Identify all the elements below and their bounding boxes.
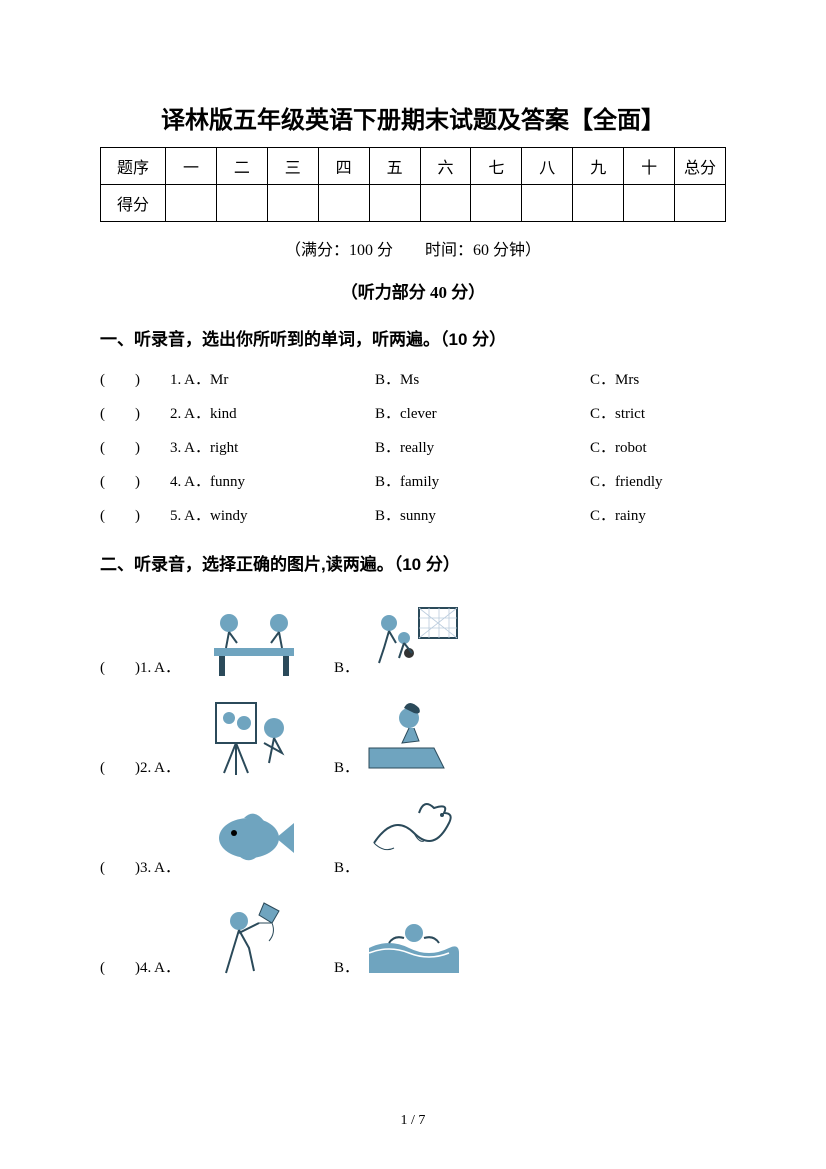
score-table-header-row: 题序 一 二 三 四 五 六 七 八 九 十 总分 [101,148,726,185]
option-a-image [204,893,304,983]
question-2-row: ( ) 1. A． B． [100,593,726,683]
answer-blank[interactable]: ( ) [100,656,140,677]
score-cell-empty [471,185,522,222]
option-b-label: B． [334,956,364,983]
score-table: 题序 一 二 三 四 五 六 七 八 九 十 总分 得分 [100,147,726,222]
option-b-label: B． [334,856,364,883]
score-cell: 四 [318,148,369,185]
option-b-image [364,793,464,883]
option-c: C．friendly [590,470,726,494]
score-cell-empty [216,185,267,222]
question-2-heading: 二、听录音，选择正确的图片,读两遍。（10 分） [100,550,726,575]
score-cell-empty [318,185,369,222]
document-title: 译林版五年级英语下册期末试题及答案【全面】 [100,100,726,135]
option-a-label: ( ) 3. A． [100,856,204,883]
option-a: 4. A．funny [170,470,375,494]
answer-blank[interactable]: ( ) [100,504,170,528]
option-b: B．clever [375,402,590,426]
option-b: B．Ms [375,368,590,392]
option-a-label: ( ) 2. A． [100,756,204,783]
question-2-list: ( ) 1. A．B．( ) 2. A．B．( ) 3. A．B．( ) 4. … [100,593,726,983]
answer-blank[interactable]: ( ) [100,756,140,777]
option-a: 3. A．right [170,436,375,460]
score-cell-empty [675,185,726,222]
score-cell-empty [573,185,624,222]
option-a: 1. A．Mr [170,368,375,392]
score-cell: 十 [624,148,675,185]
option-b-image [364,693,464,783]
answer-blank[interactable]: ( ) [100,436,170,460]
question-2-row: ( ) 3. A． B． [100,793,726,883]
exam-info: （满分：100 分 时间：60 分钟） [100,236,726,260]
score-cell-empty [420,185,471,222]
option-a: 2. A．kind [170,402,375,426]
score-cell-empty [522,185,573,222]
question-1-row: ( ) 5. A．windyB．sunnyC．rainy [100,504,726,528]
score-cell: 一 [166,148,217,185]
answer-blank[interactable]: ( ) [100,956,140,977]
question-2-row: ( ) 4. A． B． [100,893,726,983]
option-b-image [364,593,464,683]
question-2-row: ( ) 2. A． B． [100,693,726,783]
option-c: C．strict [590,402,726,426]
option-c: C．Mrs [590,368,726,392]
option-b: B．really [375,436,590,460]
option-b-label: B． [334,756,364,783]
option-c: C．robot [590,436,726,460]
answer-blank[interactable]: ( ) [100,368,170,392]
option-a-image [204,693,304,783]
option-a-image [204,593,304,683]
answer-blank[interactable]: ( ) [100,402,170,426]
option-a: 5. A．windy [170,504,375,528]
score-cell-empty [624,185,675,222]
answer-blank[interactable]: ( ) [100,470,170,494]
question-1-row: ( ) 3. A．rightB．reallyC．robot [100,436,726,460]
option-b: B．family [375,470,590,494]
score-cell: 题序 [101,148,166,185]
option-c: C．rainy [590,504,726,528]
score-cell-empty [369,185,420,222]
option-b-label: B． [334,656,364,683]
score-cell: 总分 [675,148,726,185]
question-1-row: ( ) 2. A．kindB．cleverC．strict [100,402,726,426]
score-cell: 六 [420,148,471,185]
score-cell: 九 [573,148,624,185]
question-1-heading: 一、听录音，选出你所听到的单词，听两遍。（10 分） [100,325,726,350]
option-b: B．sunny [375,504,590,528]
question-1-row: ( ) 4. A．funnyB．familyC．friendly [100,470,726,494]
listening-section-header: （听力部分 40 分） [100,278,726,303]
score-cell: 得分 [101,185,166,222]
option-b-image [364,893,464,983]
option-a-image [204,793,304,883]
option-a-label: ( ) 1. A． [100,656,204,683]
score-cell: 七 [471,148,522,185]
option-a-label: ( ) 4. A． [100,956,204,983]
score-cell-empty [267,185,318,222]
question-1-list: ( ) 1. A．MrB．MsC．Mrs( ) 2. A．kindB．cleve… [100,368,726,528]
answer-blank[interactable]: ( ) [100,856,140,877]
score-cell: 八 [522,148,573,185]
score-cell-empty [166,185,217,222]
score-cell: 三 [267,148,318,185]
score-table-value-row: 得分 [101,185,726,222]
score-cell: 五 [369,148,420,185]
score-cell: 二 [216,148,267,185]
page-number: 1 / 7 [0,1113,826,1129]
question-1-row: ( ) 1. A．MrB．MsC．Mrs [100,368,726,392]
